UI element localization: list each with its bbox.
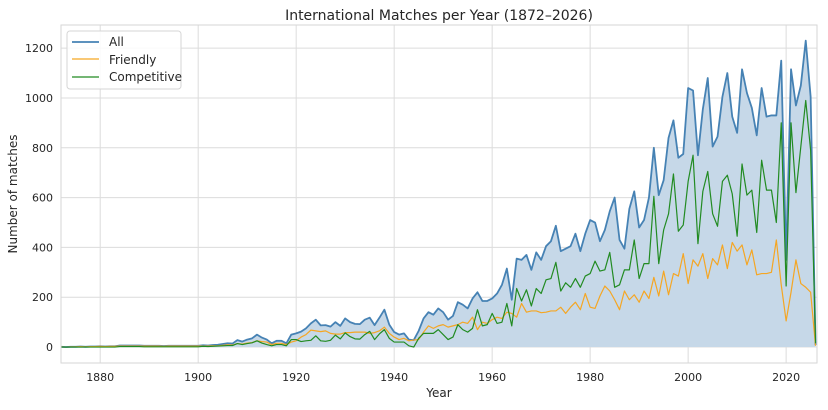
x-axis-label: Year	[425, 386, 451, 400]
x-tick-label: 1940	[380, 371, 408, 384]
y-axis-ticks: 0 200 400 600 800 1000 1200	[25, 42, 53, 354]
chart-title: International Matches per Year (1872–202…	[285, 8, 593, 24]
legend-label-competitive: Competitive	[109, 70, 182, 84]
legend-label-all: All	[109, 35, 124, 49]
y-tick-label: 600	[32, 192, 53, 205]
x-tick-label: 1880	[86, 371, 114, 384]
legend: All Friendly Competitive	[67, 31, 182, 89]
y-tick-label: 400	[32, 241, 53, 254]
x-tick-label: 1960	[478, 371, 506, 384]
legend-label-friendly: Friendly	[109, 53, 156, 67]
x-tick-label: 2000	[674, 371, 702, 384]
x-axis-ticks: 1880 1900 1920 1940 1960 1980 2000 2020	[86, 371, 800, 384]
y-axis-label: Number of matches	[6, 135, 20, 254]
x-tick-label: 1900	[184, 371, 212, 384]
x-tick-label: 1980	[576, 371, 604, 384]
y-tick-label: 200	[32, 291, 53, 304]
x-tick-label: 1920	[282, 371, 310, 384]
x-tick-label: 2020	[772, 371, 800, 384]
y-tick-label: 800	[32, 142, 53, 155]
y-tick-label: 1000	[25, 92, 53, 105]
y-tick-label: 1200	[25, 42, 53, 55]
y-tick-label: 0	[46, 341, 53, 354]
